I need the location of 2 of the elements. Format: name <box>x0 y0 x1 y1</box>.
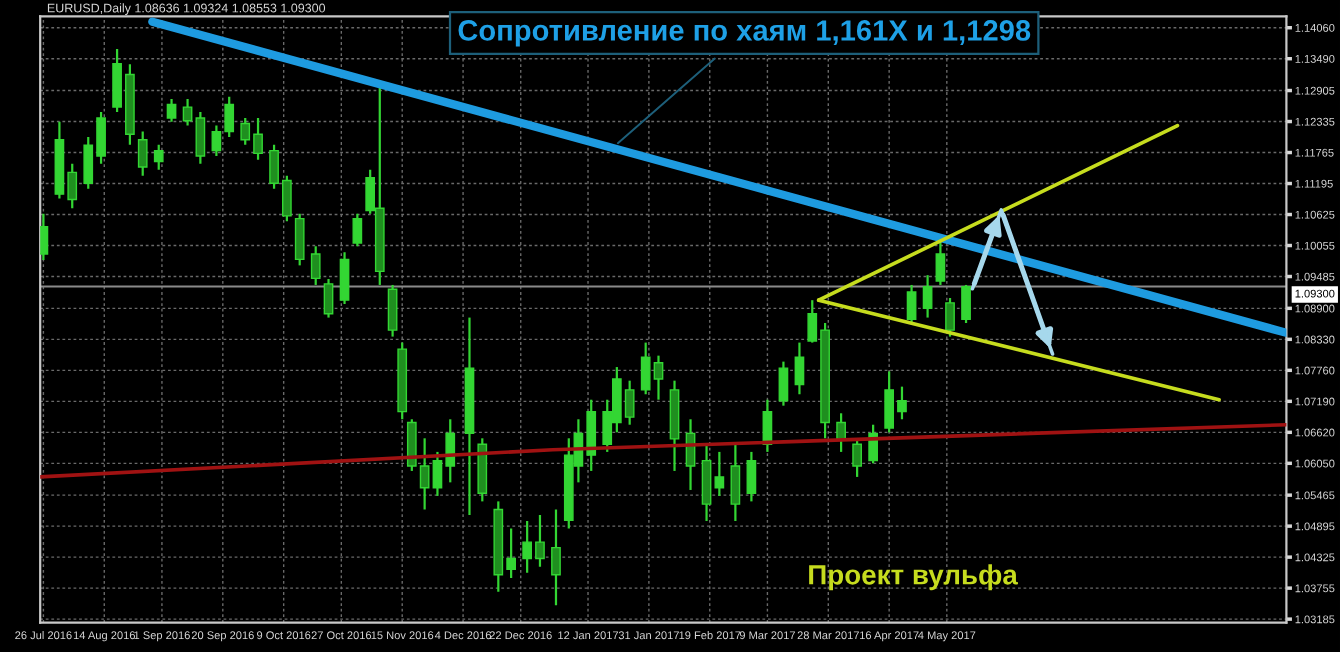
annotation: Проект вульфа <box>809 564 1018 591</box>
annotation: Сопротивление по хаям 1,161X и 1,1298 <box>458 20 1031 47</box>
